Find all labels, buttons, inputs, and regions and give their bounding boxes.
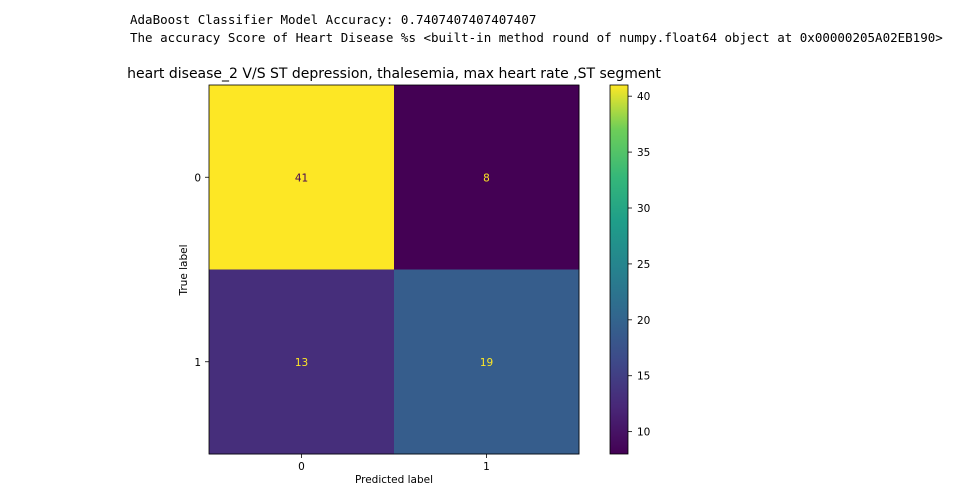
colorbar-tick-label: 40 <box>637 91 650 103</box>
cell-value-label: 41 <box>295 172 308 184</box>
colorbar <box>609 84 629 455</box>
colorbar-tick-label: 35 <box>637 147 650 159</box>
colorbar-tick-label: 25 <box>637 259 650 271</box>
matrix-cell <box>394 269 580 455</box>
cell-value-label: 13 <box>295 357 308 369</box>
x-tick-label: 1 <box>483 461 490 473</box>
colorbar-tick-label: 30 <box>637 203 650 215</box>
accuracy-output-line: AdaBoost Classifier Model Accuracy: 0.74… <box>130 12 537 27</box>
matrix-cell <box>209 85 395 270</box>
y-axis-label: True label <box>178 244 190 296</box>
accuracy-score-output-line: The accuracy Score of Heart Disease %s <… <box>130 30 943 45</box>
x-tick-label: 0 <box>298 461 305 473</box>
colorbar-tick-label: 10 <box>637 427 650 439</box>
colorbar-tick-label: 15 <box>637 371 650 383</box>
colorbar-tick-label: 20 <box>637 315 650 327</box>
chart-title: heart disease_2 V/S ST depression, thale… <box>127 66 661 82</box>
x-axis-label: Predicted label <box>355 474 433 486</box>
cell-value-label: 8 <box>483 172 490 184</box>
cell-value-label: 19 <box>480 357 493 369</box>
plot-frame <box>208 84 580 455</box>
matrix-cell <box>209 269 395 455</box>
y-tick-label: 0 <box>194 172 201 184</box>
y-tick-label: 1 <box>194 357 201 369</box>
matrix-cell <box>394 85 580 270</box>
